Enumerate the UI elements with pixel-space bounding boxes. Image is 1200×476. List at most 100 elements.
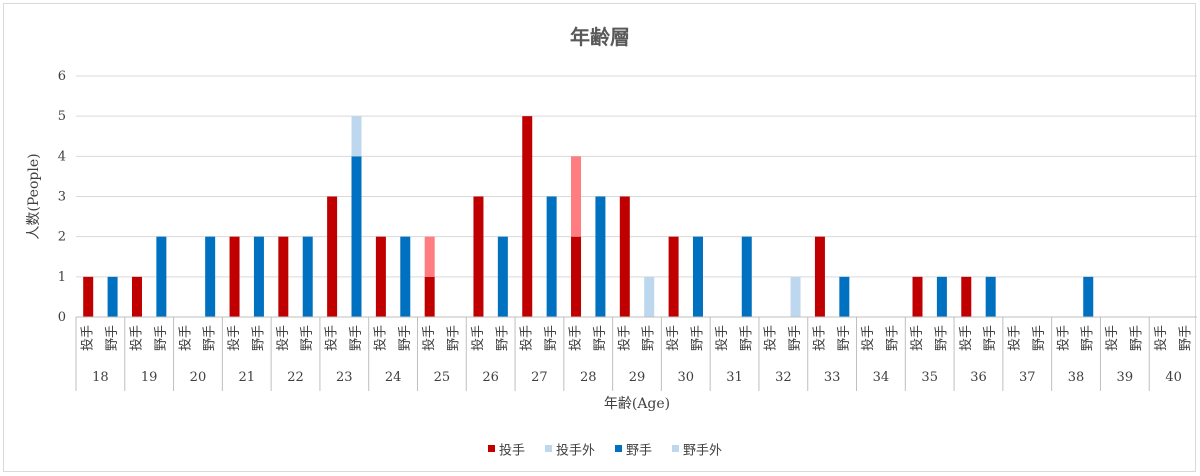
- bar: [205, 236, 216, 317]
- bar: [229, 236, 240, 317]
- age-label: 20: [190, 370, 207, 385]
- sub-category-label: 野手: [886, 325, 901, 351]
- sub-category-label: 野手: [251, 325, 266, 351]
- sub-category-label: 投手: [714, 325, 730, 351]
- sub-category-label: 投手: [616, 325, 632, 351]
- bar: [351, 156, 362, 317]
- sub-category-label: 野手: [1178, 325, 1193, 351]
- sub-category-label: 野手: [300, 325, 315, 351]
- bar: [619, 196, 630, 317]
- y-tick-label: 6: [58, 69, 66, 84]
- bar: [985, 276, 996, 317]
- y-tick-label: 4: [58, 149, 66, 164]
- bar: [424, 276, 435, 317]
- sub-category-label: 投手: [1104, 325, 1120, 351]
- bar: [83, 276, 94, 317]
- age-label: 25: [434, 370, 451, 385]
- bar: [814, 236, 825, 317]
- sub-category-label: 野手: [837, 325, 852, 351]
- y-tick-label: 2: [58, 230, 66, 245]
- sub-category-label: 野手: [154, 325, 169, 351]
- sub-category-label: 野手: [690, 325, 705, 351]
- sub-category-label: 野手: [739, 325, 754, 351]
- bar: [839, 276, 850, 317]
- bar: [1083, 276, 1094, 317]
- sub-category-label: 投手: [128, 325, 144, 351]
- sub-category-label: 野手: [203, 325, 218, 351]
- age-label: 31: [726, 370, 743, 385]
- age-label: 39: [1117, 370, 1134, 385]
- gridlines: [76, 75, 1197, 318]
- sub-category-label: 投手: [275, 325, 291, 351]
- sub-category-label: 投手: [177, 325, 193, 351]
- legend: 投手 投手外 野手 野手外: [488, 443, 722, 459]
- bar: [400, 236, 411, 317]
- age-label: 34: [873, 370, 890, 385]
- age-label: 19: [141, 370, 158, 385]
- bars: [83, 116, 1094, 318]
- sub-category-label: 投手: [860, 325, 876, 351]
- y-axis-label: 人数(People): [26, 153, 42, 239]
- sub-category-label: 野手: [1081, 325, 1096, 351]
- sub-category-label: 投手: [909, 325, 925, 351]
- sub-category-label: 投手: [958, 325, 974, 351]
- bar: [131, 276, 142, 317]
- bar: [936, 276, 947, 317]
- y-tick-label: 0: [58, 310, 66, 325]
- y-tick-label: 1: [58, 270, 66, 285]
- bar: [644, 276, 655, 317]
- y-tick-label: 3: [58, 190, 66, 205]
- sub-category-label: 投手: [421, 325, 437, 351]
- age-label: 27: [531, 370, 548, 385]
- sub-category-label: 野手: [544, 325, 559, 351]
- bar: [571, 156, 582, 237]
- bar: [351, 116, 362, 157]
- legend-label: 野手外: [683, 444, 722, 459]
- sub-category-label: 投手: [372, 325, 388, 351]
- y-tick-label: 5: [58, 109, 66, 124]
- chart-title: 年齢層: [570, 25, 630, 49]
- age-label: 26: [482, 370, 499, 385]
- sub-category-label: 投手: [568, 325, 584, 351]
- age-label: 36: [970, 370, 987, 385]
- legend-swatch: [615, 445, 622, 452]
- sub-category-label: 投手: [226, 325, 242, 351]
- age-label: 18: [92, 370, 109, 385]
- age-label: 38: [1068, 370, 1085, 385]
- sub-category-label: 投手: [1153, 325, 1169, 351]
- sub-category-label: 野手: [934, 325, 949, 351]
- sub-category-label: 野手: [398, 325, 413, 351]
- sub-category-label: 投手: [519, 325, 535, 351]
- bar: [668, 236, 679, 317]
- legend-label: 投手外: [556, 443, 595, 459]
- age-label: 33: [824, 370, 841, 385]
- bar: [790, 276, 801, 317]
- bar: [497, 236, 508, 317]
- sub-category-label: 野手: [788, 325, 803, 351]
- sub-category-label: 野手: [447, 325, 462, 351]
- sub-category-label: 野手: [349, 325, 364, 351]
- legend-label: 野手: [626, 444, 652, 459]
- sub-category-label: 野手: [593, 325, 608, 351]
- bar: [571, 236, 582, 317]
- bar: [156, 236, 167, 317]
- bar: [741, 236, 752, 317]
- sub-category-label: 野手: [642, 325, 657, 351]
- sub-category-label: 野手: [105, 325, 120, 351]
- bar: [253, 236, 264, 317]
- sub-category-label: 投手: [1055, 325, 1071, 351]
- sub-category-label: 投手: [763, 325, 779, 351]
- y-axis-ticks: 0 1 2 3 4 5 6: [58, 69, 66, 325]
- age-label: 30: [678, 370, 695, 385]
- age-label: 24: [385, 370, 402, 385]
- bar: [473, 196, 484, 317]
- legend-swatch: [545, 445, 552, 452]
- bar: [522, 116, 533, 318]
- age-label: 28: [580, 370, 597, 385]
- sub-category-label: 野手: [1032, 325, 1047, 351]
- age-label: 29: [629, 370, 646, 385]
- sub-category-label: 投手: [80, 325, 96, 351]
- legend-label: 投手: [499, 443, 525, 459]
